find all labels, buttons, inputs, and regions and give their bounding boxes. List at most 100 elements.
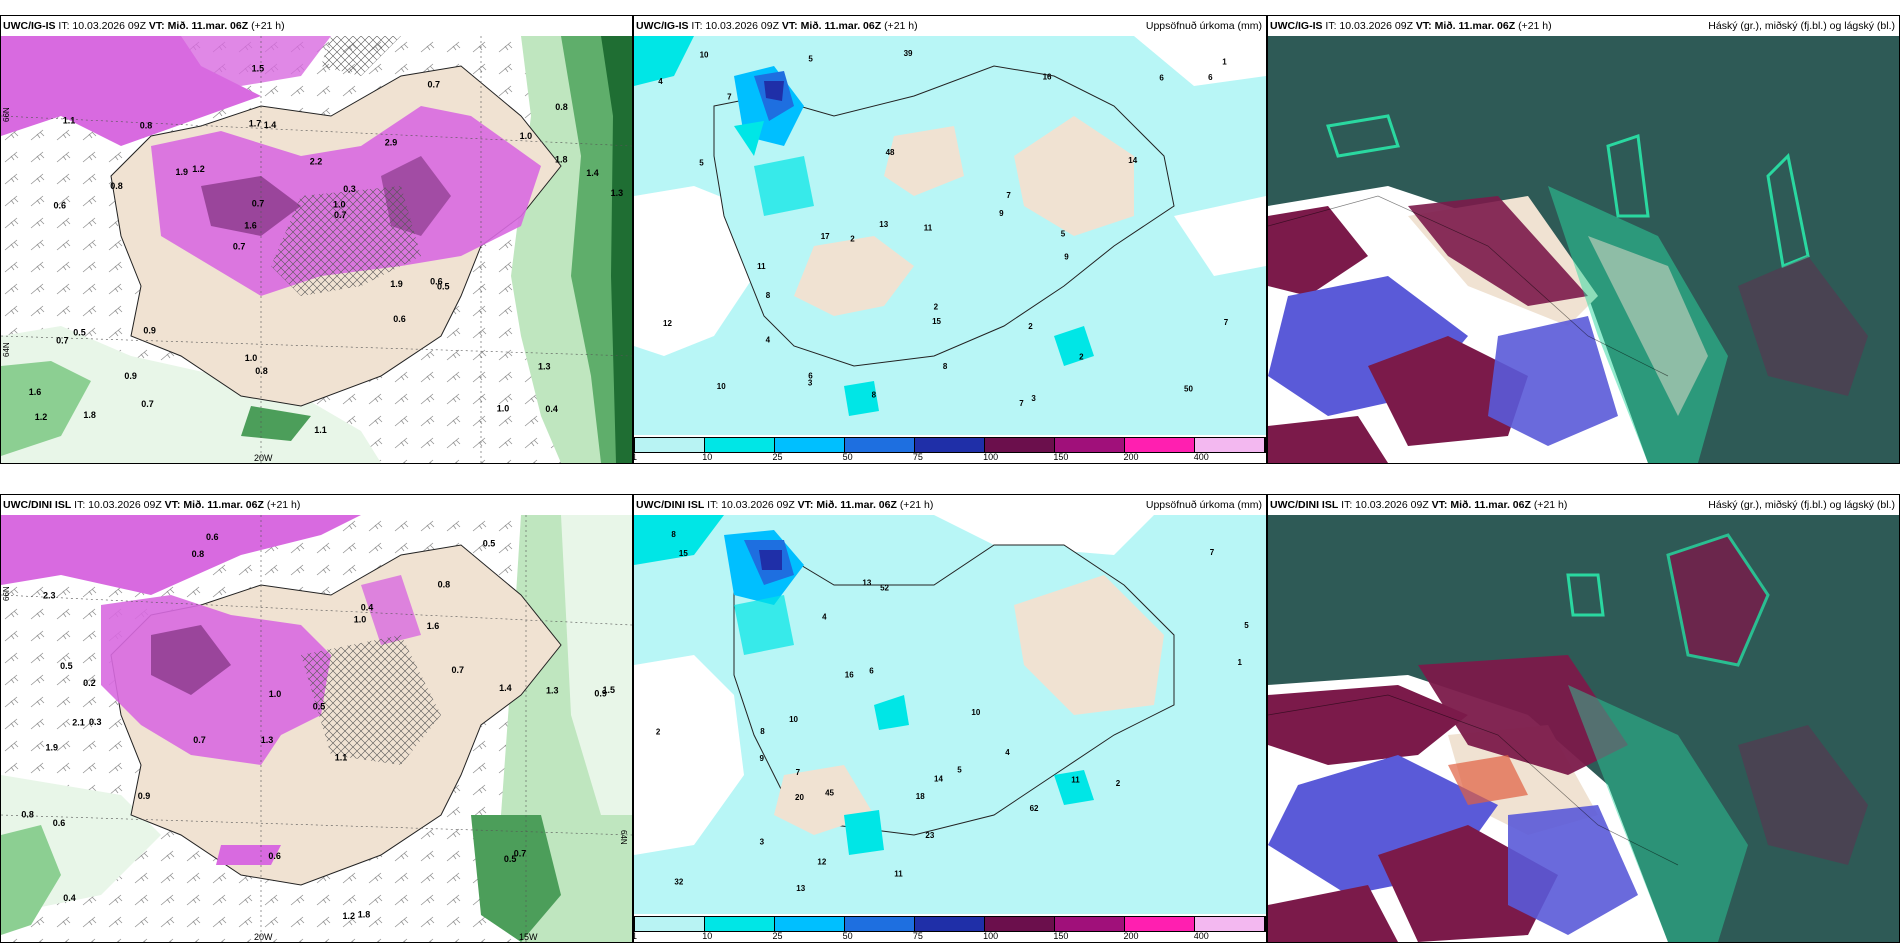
row2-lat-label-66n: 66N [2,586,11,601]
map-value-label: 0.4 [545,404,558,414]
map-value-label: 0.8 [438,579,451,589]
map-value-label: 0.9 [594,688,607,698]
legend-swatch [1055,917,1125,931]
legend-label: 25 [772,931,783,941]
map-value-label: 12 [817,857,826,866]
map-value-label: 2 [850,235,855,244]
legend-label: 150 [1053,452,1069,462]
row2-cloud-header: UWC/DINI ISL IT: 10.03.2026 09Z VT: Mið.… [1270,498,1895,512]
map-value-label: 1.1 [314,425,327,435]
map-value-label: 1.0 [520,131,533,141]
row1-precip-vt: VT: Mið. 11.mar. 06Z [781,20,882,32]
legend-swatch [1055,438,1125,452]
map-value-label: 2 [934,302,939,311]
row2-lon-label-15w: 15W [519,932,538,942]
map-value-label: 0.4 [361,603,374,613]
legend-swatch [845,917,915,931]
map-value-label: 7 [1210,548,1215,557]
map-value-label: 0.5 [313,701,326,711]
map-value-label: 1.6 [427,621,440,631]
legend-swatch [915,917,985,931]
row2-cloud-panel: UWC/DINI ISL IT: 10.03.2026 09Z VT: Mið.… [1267,494,1900,943]
row2-precip-legend: 1 10 25 50 75 100 150 200 400 [634,914,1266,942]
map-value-label: 1.0 [245,353,258,363]
map-value-label: 5 [1244,621,1249,630]
map-value-label: 9 [760,754,765,763]
row2-cloud-model: UWC/DINI ISL [1270,499,1339,511]
map-value-label: 52 [880,584,889,593]
map-value-label: 50 [1184,385,1193,394]
row2-precip-header: UWC/DINI ISL IT: 10.03.2026 09Z VT: Mið.… [636,498,1262,512]
map-value-label: 3 [760,838,765,847]
map-value-label: 0.8 [110,181,123,191]
map-value-label: 1.2 [35,412,48,422]
map-value-label: 1.9 [390,279,403,289]
row2-precip-it: IT: 10.03.2026 09Z [707,499,795,511]
map-value-label: 8 [760,727,765,736]
row1-cloud-header: UWC/IG-IS IT: 10.03.2026 09Z VT: Mið. 11… [1270,19,1895,33]
row1-precip-title: Uppsöfnuð úrkoma (mm) [1145,20,1262,32]
map-value-label: 6 [869,667,874,676]
map-value-label: 0.4 [63,893,76,903]
map-value-label: 0.3 [89,717,102,727]
map-value-label: 1.0 [497,403,510,413]
map-value-label: 13 [862,579,871,588]
row1-snow-map: 20W 66N 64N 0.4 0.6 0.8 0.7 2.9 1.8 1.7 2.2 0.5 1… [1,36,632,463]
map-value-label: 15 [932,317,941,326]
map-value-label: 7 [1019,399,1024,408]
row1-precip-header: UWC/IG-IS IT: 10.03.2026 09Z VT: Mið. 11… [636,19,1262,33]
map-value-label: 6 [1159,73,1164,82]
legend-label: 25 [772,452,783,462]
map-value-label: 0.7 [233,242,246,252]
row2-snow-map: 20W 15W 66N 64N 0.60.80.91.31.10.32.31.6… [1,515,632,942]
map-value-label: 0.2 [83,678,96,688]
map-value-label: 1.3 [538,362,551,372]
map-value-label: 5 [957,765,962,774]
map-value-label: 1.9 [176,167,189,177]
map-value-label: 0.9 [143,325,156,335]
legend-swatch [985,917,1055,931]
row1-snow-it: IT: 10.03.2026 09Z [58,20,146,32]
map-value-label: 7 [727,92,732,101]
row2-legend-labels: 1 10 25 50 75 100 150 200 400 [634,931,1266,942]
row2-precip-value-labels: 1582756252453211201013914161834612312108… [656,530,1249,893]
legend-label: 150 [1053,931,1069,941]
legend-label: 75 [912,452,923,462]
map-value-label: 1.4 [586,168,599,178]
row2-snow-model: UWC/DINI ISL [3,499,72,511]
map-value-label: 2.3 [43,591,56,601]
map-value-label: 0.5 [60,661,73,671]
map-value-label: 11 [894,870,903,879]
map-value-label: 8 [943,362,948,371]
legend-swatch [985,438,1055,452]
row1-cloud-lead: (+21 h) [1518,20,1552,32]
legend-label: 100 [983,452,999,462]
map-value-label: 0.6 [54,201,67,211]
map-value-label: 0.5 [504,854,517,864]
row2-precip-panel: UWC/DINI ISL IT: 10.03.2026 09Z VT: Mið.… [633,494,1267,943]
legend-swatch [1195,917,1265,931]
legend-label: 10 [702,452,713,462]
map-value-label: 4 [822,613,827,622]
row1-cloud-map [1268,36,1899,463]
legend-label: 10 [702,931,713,941]
map-value-label: 2 [1028,322,1033,331]
map-value-label: 6 [1208,73,1213,82]
row1-lat-label-66n: 66N [2,107,11,122]
row2-snow-value-labels: 0.60.80.91.31.10.32.31.61.91.00.50.40.80… [21,532,615,921]
map-value-label: 16 [845,670,854,679]
legend-label: 200 [1123,452,1139,462]
row1-precip-lead: (+21 h) [884,20,918,32]
map-value-label: 9 [999,209,1004,218]
legend-swatch [705,917,775,931]
row1-lon-label-20w: 20W [254,453,273,463]
map-value-label: 6 [808,372,813,381]
row1-cloud-vt: VT: Mið. 11.mar. 06Z [1415,20,1516,32]
legend-label: 50 [842,931,853,941]
map-value-label: 14 [1128,156,1137,165]
map-value-label: 7 [1006,191,1011,200]
map-value-label: 8 [766,291,771,300]
row2-cloud-map [1268,515,1899,942]
row1-cloud-title: Háský (gr.), miðský (fj.bl.) og lágský (… [1708,20,1895,32]
map-value-label: 1.7 [249,119,262,129]
